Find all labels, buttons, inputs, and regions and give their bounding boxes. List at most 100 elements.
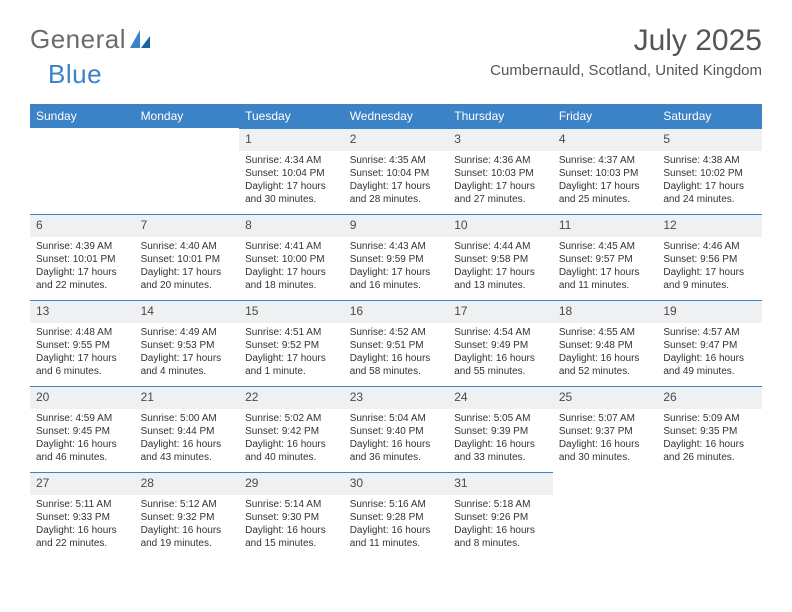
day-body: Sunrise: 4:37 AMSunset: 10:03 PMDaylight… [553,151,658,210]
day-number: 28 [135,472,240,495]
calendar-cell: 9Sunrise: 4:43 AMSunset: 9:59 PMDaylight… [344,214,449,300]
day-body: Sunrise: 4:44 AMSunset: 9:58 PMDaylight:… [448,237,553,296]
daylight-text: Daylight: 17 hours and 9 minutes. [663,266,756,292]
day-body: Sunrise: 5:02 AMSunset: 9:42 PMDaylight:… [239,409,344,468]
day-number: 20 [30,386,135,409]
daylight-text: Daylight: 17 hours and 6 minutes. [36,352,129,378]
day-body: Sunrise: 4:57 AMSunset: 9:47 PMDaylight:… [657,323,762,382]
daylight-text: Daylight: 16 hours and 30 minutes. [559,438,652,464]
sunset-text: Sunset: 9:28 PM [350,511,443,524]
calendar-week: 20Sunrise: 4:59 AMSunset: 9:45 PMDayligh… [30,386,762,472]
day-number: 23 [344,386,449,409]
day-body: Sunrise: 4:55 AMSunset: 9:48 PMDaylight:… [553,323,658,382]
day-body: Sunrise: 4:46 AMSunset: 9:56 PMDaylight:… [657,237,762,296]
calendar-cell: 13Sunrise: 4:48 AMSunset: 9:55 PMDayligh… [30,300,135,386]
sunset-text: Sunset: 9:56 PM [663,253,756,266]
daylight-text: Daylight: 16 hours and 40 minutes. [245,438,338,464]
calendar-cell: 28Sunrise: 5:12 AMSunset: 9:32 PMDayligh… [135,472,240,558]
calendar-cell: 31Sunrise: 5:18 AMSunset: 9:26 PMDayligh… [448,472,553,558]
daylight-text: Daylight: 17 hours and 27 minutes. [454,180,547,206]
day-body: Sunrise: 4:51 AMSunset: 9:52 PMDaylight:… [239,323,344,382]
calendar-cell: 10Sunrise: 4:44 AMSunset: 9:58 PMDayligh… [448,214,553,300]
daylight-text: Daylight: 17 hours and 20 minutes. [141,266,234,292]
day-number: 2 [344,128,449,151]
day-number: 3 [448,128,553,151]
sunset-text: Sunset: 9:39 PM [454,425,547,438]
sunrise-text: Sunrise: 4:34 AM [245,154,338,167]
calendar-week: 6Sunrise: 4:39 AMSunset: 10:01 PMDayligh… [30,214,762,300]
sunrise-text: Sunrise: 5:12 AM [141,498,234,511]
calendar-cell: 14Sunrise: 4:49 AMSunset: 9:53 PMDayligh… [135,300,240,386]
sunset-text: Sunset: 9:52 PM [245,339,338,352]
day-body: Sunrise: 5:00 AMSunset: 9:44 PMDaylight:… [135,409,240,468]
sunrise-text: Sunrise: 4:54 AM [454,326,547,339]
day-number: 17 [448,300,553,323]
daylight-text: Daylight: 17 hours and 22 minutes. [36,266,129,292]
sunrise-text: Sunrise: 5:05 AM [454,412,547,425]
calendar-cell: 19Sunrise: 4:57 AMSunset: 9:47 PMDayligh… [657,300,762,386]
calendar-cell: 27Sunrise: 5:11 AMSunset: 9:33 PMDayligh… [30,472,135,558]
calendar-cell: 22Sunrise: 5:02 AMSunset: 9:42 PMDayligh… [239,386,344,472]
sunset-text: Sunset: 9:32 PM [141,511,234,524]
calendar-cell: 26Sunrise: 5:09 AMSunset: 9:35 PMDayligh… [657,386,762,472]
calendar-week: 13Sunrise: 4:48 AMSunset: 9:55 PMDayligh… [30,300,762,386]
daylight-text: Daylight: 17 hours and 16 minutes. [350,266,443,292]
sunset-text: Sunset: 9:59 PM [350,253,443,266]
day-number: 29 [239,472,344,495]
day-number: 4 [553,128,658,151]
day-body: Sunrise: 4:39 AMSunset: 10:01 PMDaylight… [30,237,135,296]
daylight-text: Daylight: 17 hours and 4 minutes. [141,352,234,378]
daylight-text: Daylight: 16 hours and 46 minutes. [36,438,129,464]
calendar-cell: 16Sunrise: 4:52 AMSunset: 9:51 PMDayligh… [344,300,449,386]
calendar-week: 27Sunrise: 5:11 AMSunset: 9:33 PMDayligh… [30,472,762,558]
day-body: Sunrise: 4:35 AMSunset: 10:04 PMDaylight… [344,151,449,210]
day-body: Sunrise: 4:34 AMSunset: 10:04 PMDaylight… [239,151,344,210]
sunset-text: Sunset: 10:02 PM [663,167,756,180]
day-body: Sunrise: 5:12 AMSunset: 9:32 PMDaylight:… [135,495,240,554]
calendar-cell [553,472,658,558]
calendar-cell: 21Sunrise: 5:00 AMSunset: 9:44 PMDayligh… [135,386,240,472]
sunrise-text: Sunrise: 4:44 AM [454,240,547,253]
day-body: Sunrise: 5:09 AMSunset: 9:35 PMDaylight:… [657,409,762,468]
sunset-text: Sunset: 9:45 PM [36,425,129,438]
sunset-text: Sunset: 9:53 PM [141,339,234,352]
day-number: 5 [657,128,762,151]
day-number: 15 [239,300,344,323]
day-number: 18 [553,300,658,323]
sunrise-text: Sunrise: 4:52 AM [350,326,443,339]
day-number: 21 [135,386,240,409]
daylight-text: Daylight: 16 hours and 43 minutes. [141,438,234,464]
sunrise-text: Sunrise: 4:38 AM [663,154,756,167]
weekday-header: Sunday [30,104,135,128]
calendar-cell: 12Sunrise: 4:46 AMSunset: 9:56 PMDayligh… [657,214,762,300]
day-number: 16 [344,300,449,323]
calendar-header: SundayMondayTuesdayWednesdayThursdayFrid… [30,104,762,128]
sunset-text: Sunset: 10:03 PM [454,167,547,180]
sunrise-text: Sunrise: 5:14 AM [245,498,338,511]
day-body: Sunrise: 5:11 AMSunset: 9:33 PMDaylight:… [30,495,135,554]
daylight-text: Daylight: 16 hours and 26 minutes. [663,438,756,464]
calendar-cell: 15Sunrise: 4:51 AMSunset: 9:52 PMDayligh… [239,300,344,386]
day-body: Sunrise: 5:14 AMSunset: 9:30 PMDaylight:… [239,495,344,554]
sunrise-text: Sunrise: 4:43 AM [350,240,443,253]
sunset-text: Sunset: 10:04 PM [350,167,443,180]
day-body: Sunrise: 4:41 AMSunset: 10:00 PMDaylight… [239,237,344,296]
sunset-text: Sunset: 9:42 PM [245,425,338,438]
calendar-cell [30,128,135,214]
sunrise-text: Sunrise: 4:48 AM [36,326,129,339]
calendar-cell: 4Sunrise: 4:37 AMSunset: 10:03 PMDayligh… [553,128,658,214]
day-body: Sunrise: 5:04 AMSunset: 9:40 PMDaylight:… [344,409,449,468]
calendar-body: 1Sunrise: 4:34 AMSunset: 10:04 PMDayligh… [30,128,762,558]
title-block: July 2025 Cumbernauld, Scotland, United … [490,24,762,79]
daylight-text: Daylight: 17 hours and 1 minute. [245,352,338,378]
calendar-cell: 23Sunrise: 5:04 AMSunset: 9:40 PMDayligh… [344,386,449,472]
day-number: 7 [135,214,240,237]
daylight-text: Daylight: 16 hours and 52 minutes. [559,352,652,378]
sunrise-text: Sunrise: 5:02 AM [245,412,338,425]
daylight-text: Daylight: 16 hours and 49 minutes. [663,352,756,378]
daylight-text: Daylight: 16 hours and 33 minutes. [454,438,547,464]
sunset-text: Sunset: 9:44 PM [141,425,234,438]
day-number: 24 [448,386,553,409]
month-title: July 2025 [490,24,762,58]
daylight-text: Daylight: 16 hours and 8 minutes. [454,524,547,550]
